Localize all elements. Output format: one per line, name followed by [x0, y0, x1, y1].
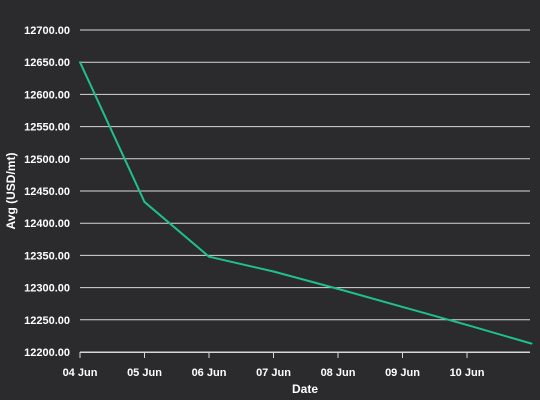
x-tick-label: 04 Jun — [63, 367, 98, 379]
y-tick-label: 12350.00 — [24, 250, 70, 262]
series-line — [79, 61, 532, 345]
y-tick-label: 12700.00 — [24, 25, 70, 37]
y-tick-label: 12550.00 — [24, 122, 70, 134]
x-tick-labels: 04 Jun 05 Jun 06 Jun 07 Jun 08 Jun 09 Jun 10 J… — [63, 367, 485, 379]
x-axis — [79, 352, 530, 358]
data-point — [79, 61, 81, 64]
x-tick-label: 10 Jun — [450, 367, 485, 379]
data-point — [143, 200, 146, 203]
x-tick-label: 06 Jun — [192, 367, 227, 379]
y-tick-label: 12200.00 — [24, 347, 70, 359]
grid-lines — [80, 29, 530, 353]
x-tick-label: 09 Jun — [385, 367, 420, 379]
x-axis-title: Date — [292, 382, 318, 396]
data-point — [337, 287, 339, 290]
y-tick-label: 12650.00 — [24, 57, 70, 69]
x-tick-label: 08 Jun — [321, 367, 356, 379]
y-tick-label: 12450.00 — [24, 186, 70, 198]
data-point — [530, 342, 533, 345]
data-point — [208, 255, 210, 258]
series-layer — [79, 61, 533, 345]
y-axis-title: Avg (USD/mt) — [4, 153, 18, 230]
y-tick-label: 12500.00 — [24, 154, 70, 166]
x-tick-label: 05 Jun — [127, 367, 162, 379]
data-point — [272, 270, 275, 273]
data-point — [466, 323, 468, 326]
y-tick-label: 12600.00 — [24, 89, 70, 101]
y-tick-labels: 12700.00 12650.00 12600.00 12550.00 12500.00… — [24, 25, 70, 359]
y-tick-label: 12300.00 — [24, 283, 70, 295]
y-tick-label: 12400.00 — [24, 218, 70, 230]
data-point — [401, 305, 404, 308]
x-tick-label: 07 Jun — [256, 367, 291, 379]
y-tick-label: 12250.00 — [24, 315, 70, 327]
